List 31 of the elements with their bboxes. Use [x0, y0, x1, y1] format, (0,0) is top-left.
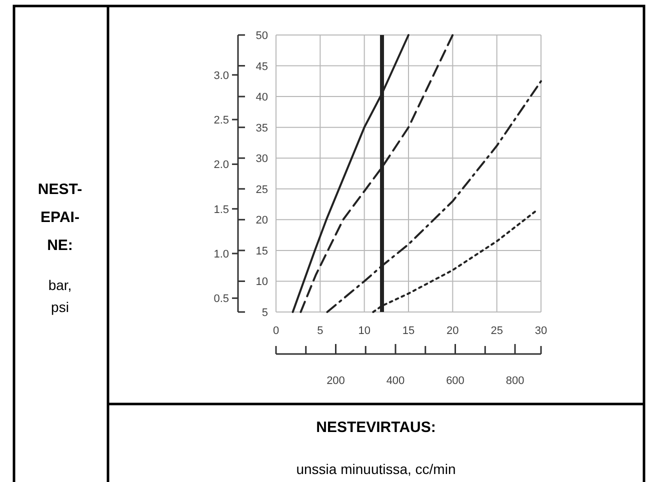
x-tick-label: 10 [358, 325, 370, 337]
y-tick-label: 50 [256, 30, 268, 42]
x-tick-label: 15 [402, 325, 415, 337]
y2-tick-label: 1.5 [214, 204, 229, 216]
y2-tick-label: 1.0 [214, 248, 229, 261]
y-tick-label: 15 [256, 245, 268, 258]
line-series [292, 34, 410, 313]
y-tick-label: 30 [256, 153, 268, 166]
y-tick-label: 5 [262, 307, 268, 319]
x-tick-label: 25 [490, 325, 503, 337]
x-tick-label: 5 [317, 325, 324, 337]
y-tick-label: 20 [256, 214, 268, 227]
x2-tick-label: 800 [506, 375, 524, 387]
text: NESTEVIRTAUS: unssia minuutissa, cc/min [296, 419, 456, 477]
y2-tick-label: 2.5 [214, 114, 229, 127]
y-tick-label: 40 [256, 92, 268, 104]
x-tick-label: 20 [446, 325, 459, 337]
line-series [300, 34, 454, 313]
y2-tick-label: 0.5 [214, 293, 229, 306]
y2-tick-label: 3.0 [214, 70, 229, 82]
x2-tick-label: 200 [326, 375, 345, 387]
y-tick-label: 35 [256, 122, 268, 134]
x2-tick-label: 600 [446, 375, 464, 387]
y2-tick-label: 2.0 [214, 159, 229, 172]
y-tick-label: 45 [256, 60, 268, 73]
y-tick-label: 10 [256, 276, 268, 288]
y-tick-label: 25 [256, 184, 268, 196]
x-tick-label: 0 [272, 325, 280, 337]
text: NEST-EPAI-NE: bar, psi [38, 181, 82, 315]
x2-tick-label: 400 [386, 375, 405, 387]
x-tick-label: 30 [534, 325, 548, 337]
